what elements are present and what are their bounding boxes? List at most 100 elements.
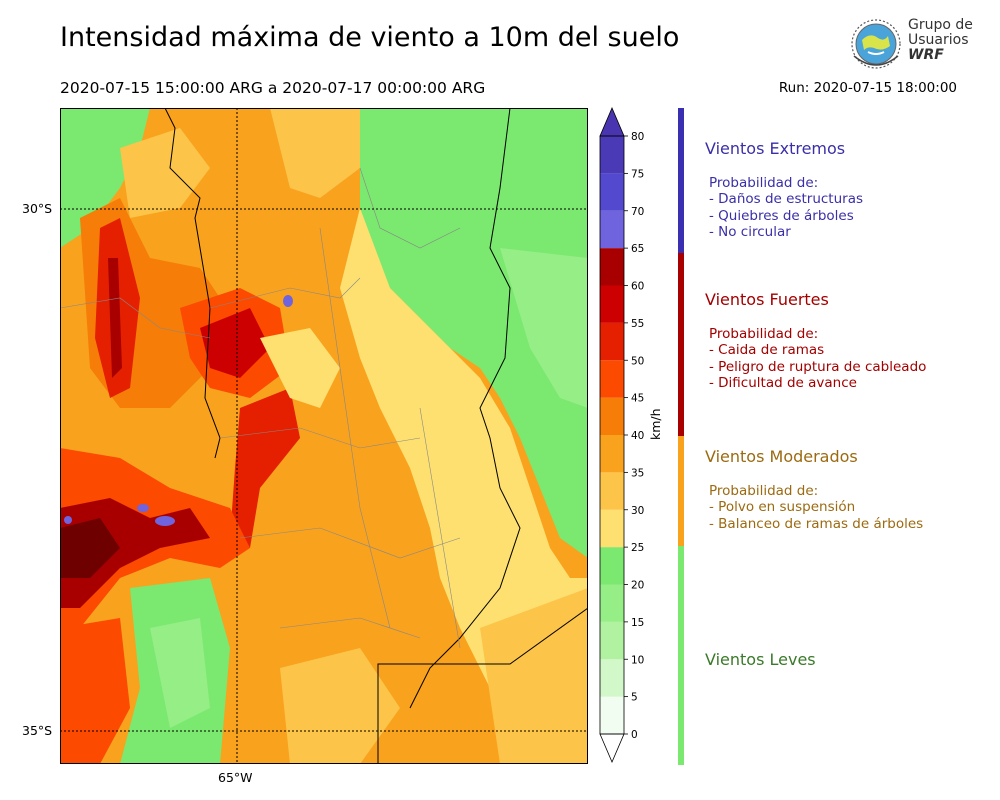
country-borders <box>164 108 588 764</box>
colorbar-tick-label: 15 <box>631 617 644 629</box>
category-fuertes: Vientos Fuertes Probabilidad de: - Caida… <box>705 290 926 391</box>
field-ridge-red <box>230 388 300 548</box>
colorbar-tick-label: 45 <box>631 393 644 405</box>
colorbar-segments <box>599 106 625 764</box>
field-nw-yellow <box>120 128 210 218</box>
province-borders <box>60 167 461 649</box>
category-line: - No circular <box>709 223 791 240</box>
wrf-logo: Grupo de Usuarios WRF <box>848 16 973 74</box>
colorbar-tick-label: 20 <box>631 580 644 592</box>
extreme-blob-2 <box>137 504 149 512</box>
map-frame <box>60 108 588 764</box>
colorbar-segment <box>600 173 624 211</box>
colorbar-tick-label: 70 <box>631 206 644 218</box>
colorbar-tick-label: 40 <box>631 430 644 442</box>
colorbar-tick-label: 10 <box>631 654 644 666</box>
colorbar-segment <box>600 248 624 286</box>
province-4 <box>239 527 461 559</box>
category-line: - Dificultad de avance <box>709 374 857 391</box>
colorbar-segment <box>600 547 624 585</box>
logo-line3: WRF <box>908 47 944 63</box>
province-7 <box>319 227 391 629</box>
colorbar-segment <box>600 285 624 323</box>
colorbar-tick-label: 50 <box>631 355 644 367</box>
category-line: - Daños de estructuras <box>709 191 864 208</box>
lat-label-top: 30°S <box>22 201 53 216</box>
colorbar-tick-label: 0 <box>631 729 638 741</box>
province-6 <box>359 167 461 249</box>
border-main <box>164 108 221 459</box>
field-nw-green <box>60 108 150 248</box>
category-line: - Balanceo de ramas de árboles <box>709 515 924 532</box>
province-1 <box>60 297 211 339</box>
border-south <box>377 607 588 764</box>
category-title: Vientos Leves <box>705 650 816 669</box>
colorbar-segment <box>600 509 624 548</box>
field-sw-lightgreen <box>150 618 210 728</box>
extreme-blob-4 <box>64 516 72 524</box>
colorbar-extend-min <box>599 733 625 764</box>
colorbar-tick-label: 5 <box>631 692 638 704</box>
category-line: Probabilidad de: <box>709 326 819 342</box>
category-line: - Polvo en suspensión <box>709 499 856 516</box>
field-center-yellow <box>260 328 340 408</box>
legend-bar-moderados <box>678 436 684 546</box>
colorbar-unit: km/h <box>648 408 663 440</box>
province-2 <box>209 277 361 309</box>
province-5 <box>279 617 421 639</box>
category-extremos: Vientos Extremos Probabilidad de: - Daño… <box>705 139 863 240</box>
logo-line2: Usuarios <box>908 32 969 48</box>
forecast-period: 2020-07-15 15:00:00 ARG a 2020-07-17 00:… <box>60 79 486 97</box>
colorbar-segment <box>600 210 624 249</box>
colorbar-segment <box>600 322 624 361</box>
category-leves: Vientos Leves <box>705 650 816 686</box>
colorbar-tick-label: 35 <box>631 467 644 479</box>
legend-bar-leves <box>678 546 684 765</box>
province-8 <box>419 407 461 649</box>
colorbar-segment <box>600 696 624 734</box>
legend-bar-extremos <box>678 108 684 253</box>
colorbar-ticks: 0 5 10 15 20 25 30 35 40 45 50 55 60 65 70 75 80 <box>624 131 644 741</box>
colorbar-segment <box>600 621 624 660</box>
colorbar-segment <box>600 659 624 697</box>
field-east-lightgreen <box>500 248 588 408</box>
wind-map <box>60 108 588 764</box>
field-west-dark <box>108 258 122 378</box>
colorbar-segment <box>600 472 624 510</box>
category-line: Probabilidad de: <box>709 483 819 499</box>
province-3 <box>219 427 421 449</box>
legend-bar-fuertes <box>678 253 684 436</box>
border-east <box>409 108 521 709</box>
colorbar-segment <box>600 435 624 473</box>
category-title: Vientos Moderados <box>705 447 858 466</box>
field-center-dark <box>200 308 270 378</box>
colorbar-extend-max <box>599 106 625 137</box>
category-title: Vientos Extremos <box>705 139 846 158</box>
colorbar-tick-label: 30 <box>631 505 644 517</box>
lon-label: 65°W <box>218 770 253 785</box>
colorbar-segment <box>600 360 624 398</box>
field-north-yellow <box>270 108 360 198</box>
category-moderados: Vientos Moderados Probabilidad de: - Pol… <box>705 447 923 532</box>
colorbar: 0 5 10 15 20 25 30 35 40 45 50 55 60 65 70 75 80 <box>599 106 644 764</box>
globe-icon <box>851 19 901 69</box>
colorbar-tick-label: 60 <box>631 281 644 293</box>
colorbar-tick-label: 25 <box>631 542 644 554</box>
category-line: - Caida de ramas <box>709 342 825 359</box>
logo-text: Grupo de Usuarios WRF <box>908 18 973 63</box>
graticule <box>60 108 588 764</box>
extreme-blob-3 <box>283 295 293 307</box>
field-east-tan <box>480 588 588 764</box>
field-east-green <box>360 108 588 558</box>
category-line: - Quiebres de árboles <box>709 207 854 224</box>
colorbar-tick-label: 80 <box>631 131 644 143</box>
colorbar-segment <box>600 397 624 435</box>
field-south-orange <box>60 618 130 764</box>
colorbar-tick-label: 55 <box>631 318 644 330</box>
colorbar-tick-label: 65 <box>631 243 644 255</box>
colorbar-segment <box>600 584 624 622</box>
category-line: Probabilidad de: <box>709 175 819 191</box>
category-line: - Peligro de ruptura de cableado <box>709 358 927 375</box>
map-title: Intensidad máxima de viento a 10m del su… <box>60 22 680 53</box>
colorbar-segment <box>600 136 624 174</box>
